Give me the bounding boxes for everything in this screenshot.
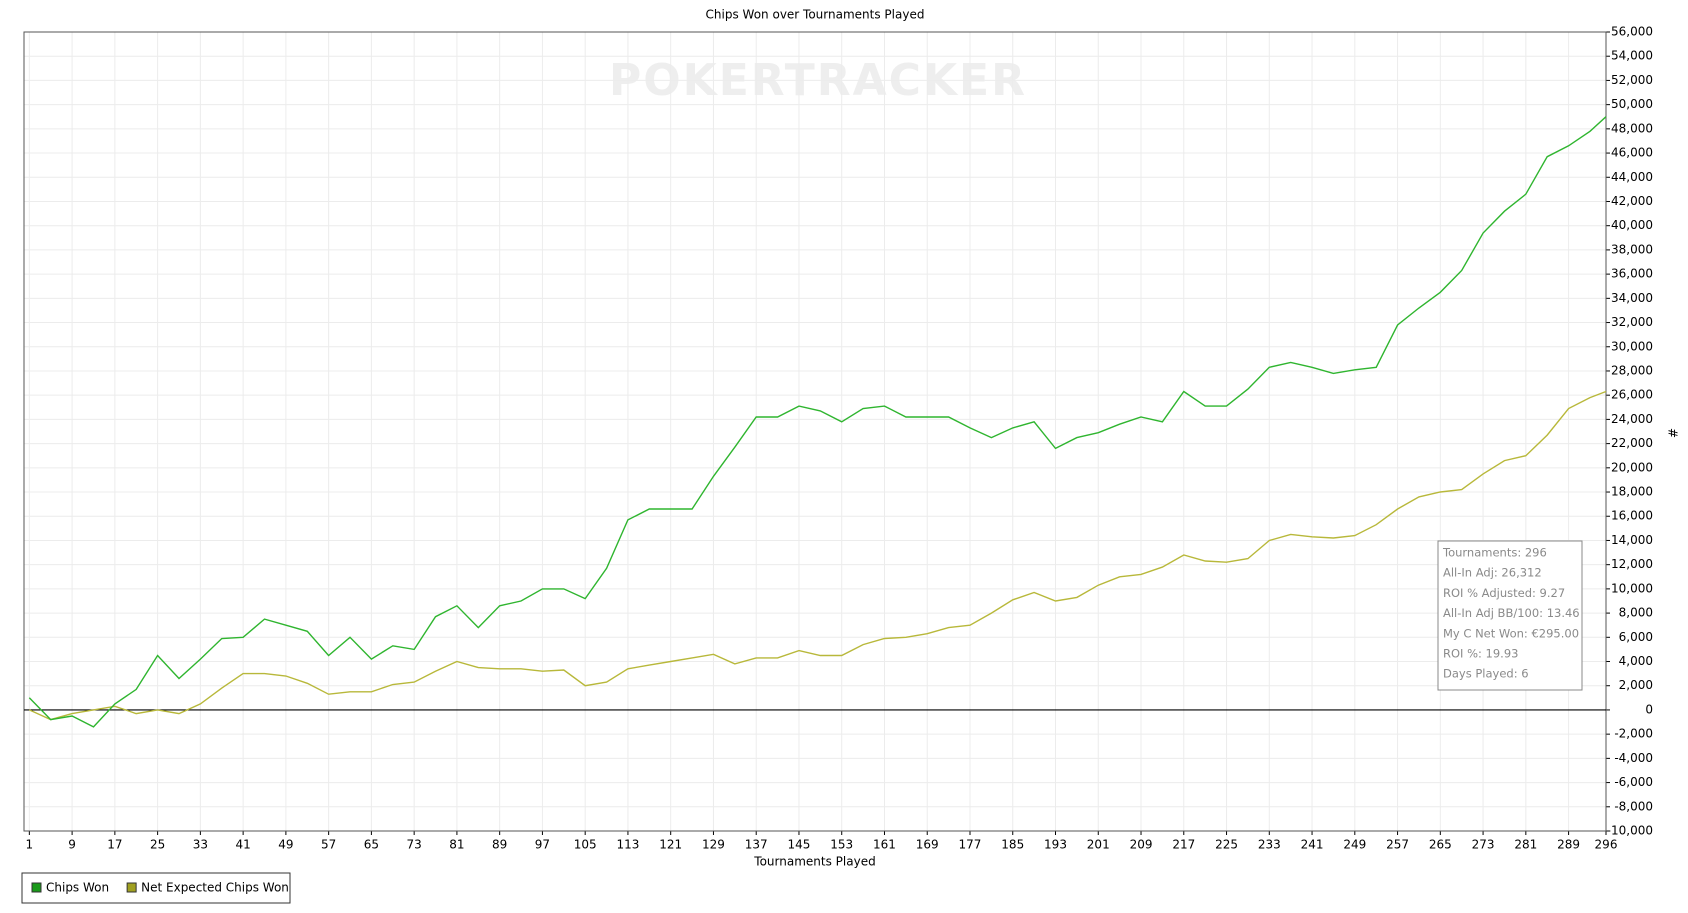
x-tick-label: 121 [659,838,682,852]
x-tick-label: 25 [150,838,165,852]
y-tick-label: 36,000 [1611,267,1653,281]
y-tick-label: -8,000 [1614,799,1653,813]
x-tick-label: 177 [959,838,982,852]
chart-title: Chips Won over Tournaments Played [706,8,925,22]
y-tick-label: 32,000 [1611,315,1653,329]
y-tick-label: 12,000 [1611,557,1653,571]
x-tick-label: 241 [1301,838,1324,852]
stats-text: Days Played: 6 [1443,667,1529,681]
y-tick-label: 24,000 [1611,412,1653,426]
legend-swatch [126,882,137,893]
x-tick-label: 161 [873,838,896,852]
y-tick-label: 44,000 [1611,170,1653,184]
x-tick-label: 1 [26,838,34,852]
stats-text: All-In Adj: 26,312 [1443,566,1542,580]
legend-label: Chips Won [46,881,109,895]
legend-swatch [31,882,42,893]
x-tick-label: 137 [745,838,768,852]
x-tick-label: 209 [1130,838,1153,852]
y-tick-label: 52,000 [1611,73,1653,87]
x-tick-label: 296 [1595,838,1618,852]
y-tick-label: 40,000 [1611,218,1653,232]
y-tick-label: 4,000 [1619,654,1653,668]
x-tick-label: 257 [1386,838,1409,852]
x-tick-label: 41 [235,838,250,852]
legend-box [21,872,291,904]
x-tick-label: 105 [574,838,597,852]
x-tick-label: 233 [1258,838,1281,852]
x-tick-label: 33 [193,838,208,852]
x-tick-label: 73 [407,838,422,852]
y-tick-label: 46,000 [1611,146,1653,160]
x-tick-label: 49 [278,838,293,852]
stats-text: Tournaments: 296 [1442,546,1547,560]
x-tick-label: 225 [1215,838,1238,852]
y-tick-label: 28,000 [1611,363,1653,377]
y-tick-label: 38,000 [1611,242,1653,256]
series-line [29,390,1607,721]
y-tick-label: 54,000 [1611,49,1653,63]
y-tick-label: 34,000 [1611,291,1653,305]
legend-label: Net Expected Chips Won [141,881,289,895]
x-tick-label: 81 [449,838,464,852]
x-axis-label: Tournaments Played [753,855,875,869]
y-tick-label: 10,000 [1611,581,1653,595]
stats-text: ROI % Adjusted: 9.27 [1443,586,1565,600]
x-tick-label: 65 [364,838,379,852]
stats-text: ROI %: 19.93 [1443,647,1518,661]
stats-box [1437,540,1583,691]
y-tick-label: -6,000 [1614,775,1653,789]
y-tick-label: 48,000 [1611,121,1653,135]
y-tick-label: -2,000 [1614,727,1653,741]
x-tick-label: 145 [788,838,811,852]
x-tick-label: 201 [1087,838,1110,852]
y-tick-label: 0 [1645,702,1653,716]
stats-text: All-In Adj BB/100: 13.46 [1443,606,1580,620]
x-tick-label: 217 [1172,838,1195,852]
x-tick-label: 9 [68,838,76,852]
y-tick-label: 14,000 [1611,533,1653,547]
stats-text: My C Net Won: €295.00 [1443,626,1579,640]
x-tick-label: 289 [1557,838,1580,852]
x-tick-label: 89 [492,838,507,852]
y-tick-label: 26,000 [1611,388,1653,402]
y-tick-label: -4,000 [1614,751,1653,765]
x-tick-label: 113 [616,838,639,852]
y-tick-label: 6,000 [1619,630,1653,644]
y-tick-label: 22,000 [1611,436,1653,450]
y-tick-label: 20,000 [1611,460,1653,474]
y-tick-label: 42,000 [1611,194,1653,208]
x-tick-label: 17 [107,838,122,852]
x-tick-label: 185 [1001,838,1024,852]
x-tick-label: 193 [1044,838,1067,852]
y-tick-label: 8,000 [1619,606,1653,620]
y-tick-label: 50,000 [1611,97,1653,111]
y-tick-label: -10,000 [1607,824,1653,838]
y-tick-label: 18,000 [1611,485,1653,499]
x-tick-label: 153 [830,838,853,852]
x-tick-label: 273 [1472,838,1495,852]
x-tick-label: 281 [1514,838,1537,852]
x-tick-label: 57 [321,838,336,852]
y-axis-label: # [1666,428,1680,438]
x-tick-label: 129 [702,838,725,852]
x-tick-label: 169 [916,838,939,852]
x-tick-label: 249 [1343,838,1366,852]
plot-frame [23,31,1607,832]
y-tick-label: 56,000 [1611,25,1653,39]
x-tick-label: 265 [1429,838,1452,852]
y-tick-label: 16,000 [1611,509,1653,523]
y-tick-label: 30,000 [1611,339,1653,353]
x-tick-label: 97 [535,838,550,852]
y-tick-label: 2,000 [1619,678,1653,692]
series-line [28,116,1607,728]
